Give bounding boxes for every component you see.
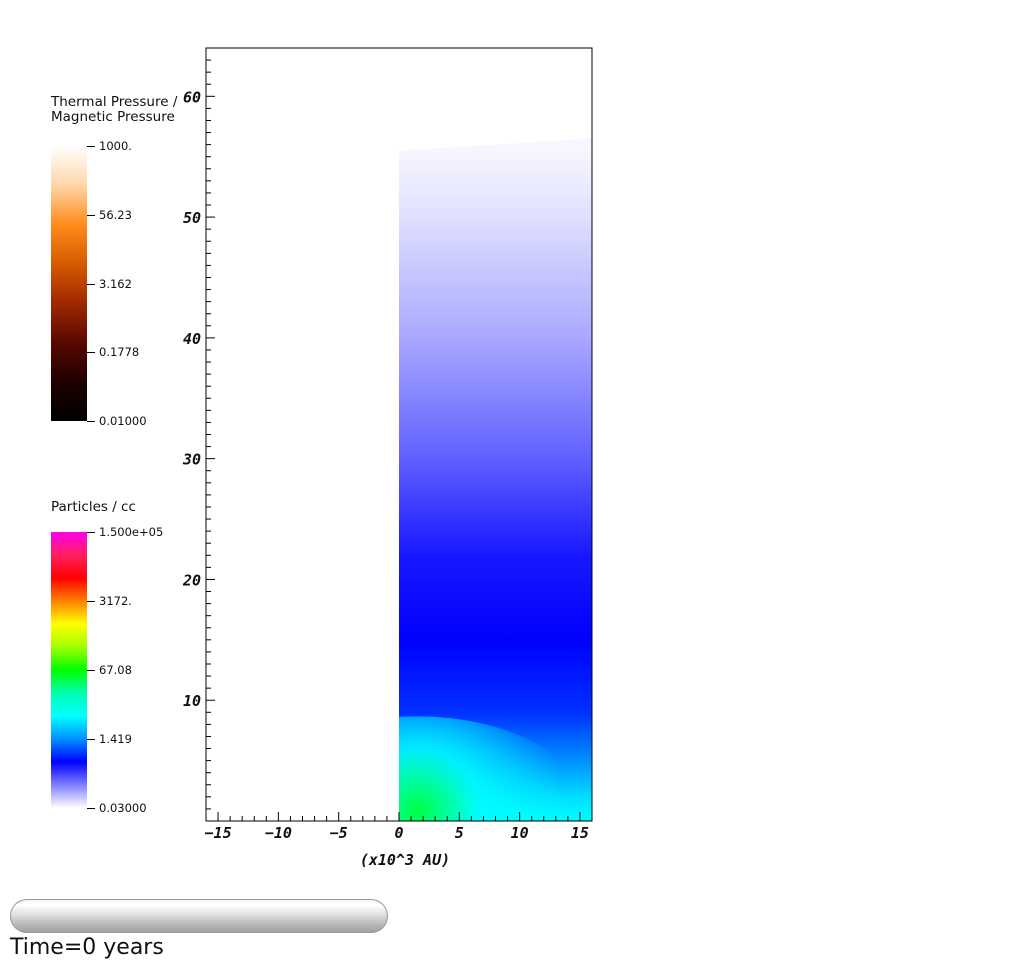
time-progress-bar bbox=[10, 899, 388, 933]
y-tick-label: 40 bbox=[183, 330, 201, 348]
x-tick-label: −10 bbox=[265, 824, 292, 842]
x-tick-label: 0 bbox=[394, 824, 403, 842]
colorbar-tick-label: 1.419 bbox=[99, 732, 132, 746]
density-field bbox=[399, 138, 592, 821]
colorbar-tick bbox=[87, 146, 95, 147]
x-tick-label: 15 bbox=[571, 824, 589, 842]
colorbar-tick bbox=[87, 601, 95, 602]
colorbar-tick bbox=[87, 532, 95, 533]
colorbar-tick-label: 0.03000 bbox=[99, 801, 147, 815]
density-field-region bbox=[399, 138, 592, 821]
y-tick-label: 60 bbox=[183, 88, 201, 106]
y-tick-label: 50 bbox=[183, 209, 201, 227]
x-tick-label: −15 bbox=[205, 824, 232, 842]
colorbar-tick bbox=[87, 670, 95, 671]
colorbar-tick bbox=[87, 739, 95, 740]
x-tick-label: −5 bbox=[330, 824, 348, 842]
colorbar-pressure-ratio bbox=[51, 146, 87, 421]
legend-title-line: Particles / cc bbox=[51, 499, 136, 515]
legend-title-particles: Particles / cc bbox=[51, 500, 136, 515]
colorbar-tick bbox=[87, 215, 95, 216]
x-axis-label: (x10^3 AU) bbox=[360, 851, 450, 869]
colorbar-tick-label: 0.1778 bbox=[99, 345, 140, 359]
legend-title-pressure-ratio: Thermal Pressure / Magnetic Pressure bbox=[51, 95, 177, 125]
y-tick-label: 30 bbox=[182, 451, 201, 469]
plot-area: −15 −10 −5 0 5 10 15 10 20 30 40 50 60 (x10^3 AU) bbox=[182, 47, 593, 869]
colorbar-tick-label: 1.500e+05 bbox=[99, 525, 164, 539]
colorbar-tick-label: 67.08 bbox=[99, 663, 132, 677]
colorbar-tick-label: 56.23 bbox=[99, 208, 132, 222]
colorbar-tick-label: 3.162 bbox=[99, 277, 132, 291]
x-tick-label: 5 bbox=[455, 824, 464, 842]
colorbar-tick bbox=[87, 808, 95, 809]
time-readout: Time=0 years bbox=[10, 935, 164, 960]
colorbar-tick-label: 3172. bbox=[99, 594, 132, 608]
x-tick-label: 10 bbox=[511, 824, 529, 842]
density-core bbox=[399, 716, 588, 821]
colorbar-tick-label: 1000. bbox=[99, 139, 132, 153]
legend-title-line: Magnetic Pressure bbox=[51, 109, 175, 125]
colorbar-tick bbox=[87, 352, 95, 353]
colorbar-particle-density bbox=[51, 532, 87, 808]
colorbar-tick-label: 0.01000 bbox=[99, 414, 147, 428]
y-tick-label: 20 bbox=[182, 571, 201, 589]
y-tick-label: 10 bbox=[183, 692, 201, 710]
x-axis-ticks: −15 −10 −5 0 5 10 15 bbox=[205, 812, 593, 842]
colorbar-tick bbox=[87, 284, 95, 285]
colorbar-tick bbox=[87, 421, 95, 422]
y-axis-ticks: 10 20 30 40 50 60 bbox=[182, 47, 215, 810]
legend-title-line: Thermal Pressure / bbox=[51, 94, 178, 110]
